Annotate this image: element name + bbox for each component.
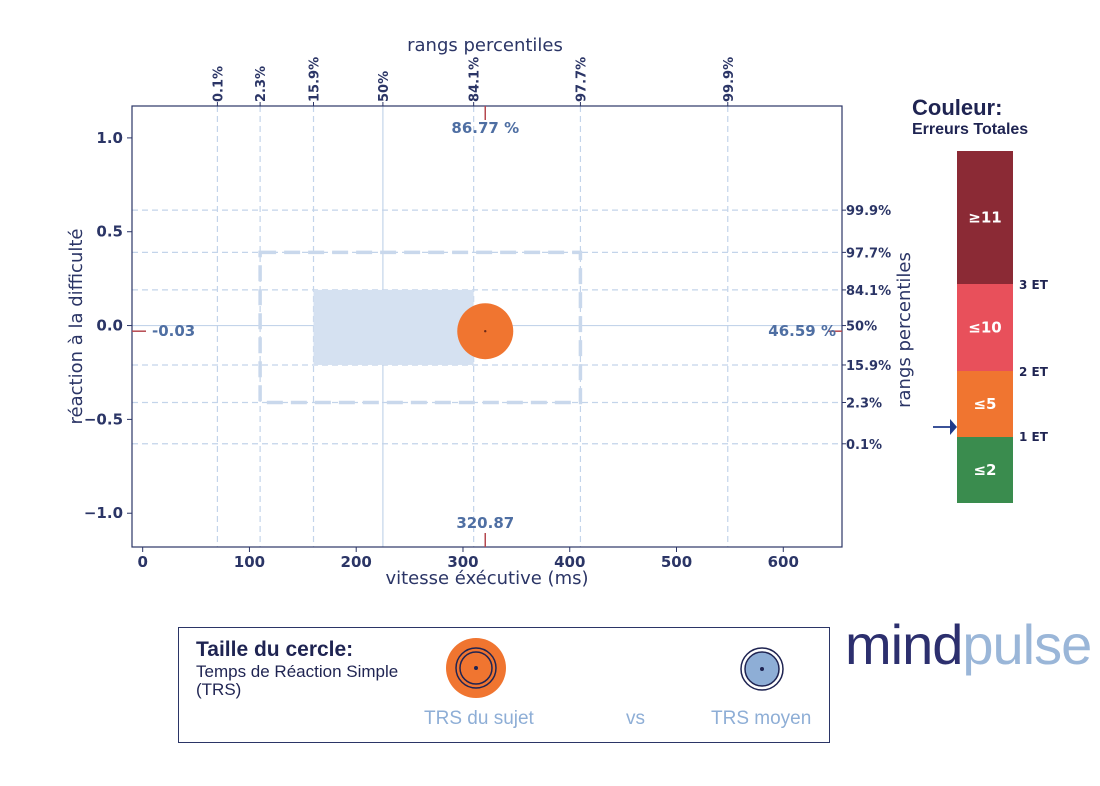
- top-axis-title: rangs percentiles: [407, 35, 563, 56]
- inner-percentile-box: [313, 289, 474, 365]
- x-tick-label: 600: [768, 553, 799, 571]
- plot-frame: [131, 105, 843, 548]
- brand-logo: mindpulse: [845, 612, 1092, 677]
- colorbar-arrow-head: [950, 419, 957, 435]
- x-axis-title: vitesse éxécutive (ms): [385, 568, 588, 589]
- right-marker-label: 46.59 %: [768, 322, 836, 340]
- colorbar-threshold-label: 3 ET: [1019, 278, 1049, 292]
- subject-point-center: [484, 329, 487, 333]
- x-tick-label: 100: [234, 553, 265, 571]
- right-percentile-label: 2.3%: [846, 397, 882, 412]
- vs-caption: vs: [626, 708, 645, 729]
- brand-part-1: mind: [845, 613, 963, 676]
- x-marker-label: 320.87: [456, 514, 514, 532]
- subject-caption: TRS du sujet: [424, 708, 534, 729]
- x-tick-label: 0: [137, 553, 147, 571]
- percentile-boxes: [258, 250, 583, 405]
- right-percentile-label: 97.7%: [846, 246, 891, 261]
- colorbar-segment-label: ≤10: [968, 319, 1001, 337]
- top-percentile-label: 97.7%: [574, 57, 589, 102]
- y-tick-label: 0.5: [96, 223, 123, 241]
- y-tick-label: 1.0: [96, 129, 123, 147]
- colorbar-segment-label: ≥11: [968, 209, 1001, 227]
- axes: [127, 102, 846, 552]
- colorbar-threshold-label: 1 ET: [1019, 430, 1049, 444]
- y-tick-label: 0.0: [96, 317, 123, 335]
- colorbar-subtitle: Erreurs Totales: [912, 121, 1029, 138]
- x-tick-label: 200: [341, 553, 372, 571]
- legend-subtitle: Temps de Réaction Simple (TRS): [196, 662, 399, 699]
- axis-labels: 0 100 200 300 400 500 600 1.0 0.5 0.0 −0.5 −1.0 0.1%…: [66, 35, 915, 589]
- right-axis-title: rangs percentiles: [894, 252, 915, 408]
- top-percentile-label: 15.9%: [308, 57, 323, 102]
- y-axis-title: réaction à la difficulté: [66, 229, 87, 425]
- top-percentile-label: 84.1%: [468, 57, 483, 102]
- right-percentile-label: 84.1%: [846, 284, 891, 299]
- colorbar-segment: [957, 371, 1013, 437]
- top-marker-label: 86.77 %: [451, 119, 519, 137]
- right-percentile-label: 15.9%: [846, 359, 891, 374]
- top-percentile-label: 2.3%: [254, 66, 269, 102]
- brand-part-2: pulse: [962, 613, 1092, 676]
- circle-size-legend: Taille du cercle: Temps de Réaction Simp…: [178, 627, 830, 743]
- top-percentile-label: 0.1%: [211, 66, 226, 102]
- top-percentile-label: 50%: [377, 71, 392, 102]
- data-marks: [132, 106, 842, 547]
- colorbar-threshold-label: 2 ET: [1019, 365, 1049, 379]
- mean-caption: TRS moyen: [711, 708, 812, 729]
- y-marker-label: -0.03: [152, 322, 195, 340]
- colorbar-segment: [957, 284, 1013, 371]
- legend-title: Taille du cercle:: [196, 638, 354, 661]
- right-percentile-label: 50%: [846, 320, 877, 335]
- mean-circle-icon: [740, 647, 784, 691]
- chart: 0 100 200 300 400 500 600 1.0 0.5 0.0 −0.5 −1.0 0.1%…: [66, 35, 1049, 589]
- right-percentile-label: 99.9%: [846, 204, 891, 219]
- x-tick-label: 300: [447, 553, 478, 571]
- x-tick-label: 400: [554, 553, 585, 571]
- colorbar: ≥11 ≤10 ≤5 ≤2 3 ET 2 ET 1 ET: [933, 151, 1049, 503]
- colorbar-segment-label: ≤2: [973, 461, 996, 479]
- colorbar-segment: [957, 151, 1013, 284]
- y-tick-label: −1.0: [84, 504, 123, 522]
- right-percentile-label: 0.1%: [846, 438, 882, 453]
- outer-percentile-box: [258, 250, 583, 405]
- colorbar-segment-label: ≤5: [973, 395, 996, 413]
- y-tick-label: −0.5: [84, 410, 123, 428]
- colorbar-segment: [957, 437, 1013, 503]
- subject-circle-icon: [446, 638, 506, 698]
- top-percentile-label: 99.9%: [722, 57, 737, 102]
- colorbar-title: Couleur:: [912, 95, 1003, 120]
- x-tick-label: 500: [661, 553, 692, 571]
